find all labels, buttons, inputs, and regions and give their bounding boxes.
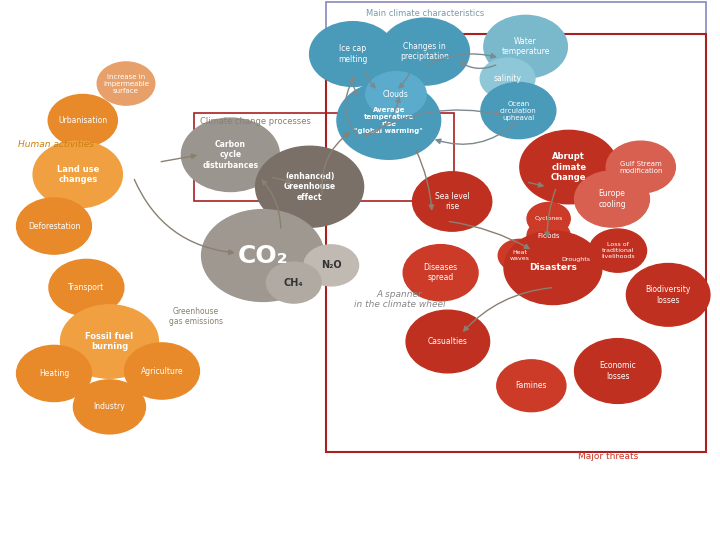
Text: Carbon
cycle
disturbances: Carbon cycle disturbances bbox=[202, 140, 258, 170]
Text: Land use
changes: Land use changes bbox=[57, 165, 99, 184]
Ellipse shape bbox=[527, 220, 570, 252]
Ellipse shape bbox=[17, 346, 91, 402]
Text: Changes in
precipitation: Changes in precipitation bbox=[400, 42, 449, 62]
Text: Casualties: Casualties bbox=[428, 337, 468, 346]
Ellipse shape bbox=[498, 239, 541, 272]
Ellipse shape bbox=[504, 231, 602, 305]
Text: Water
temperature: Water temperature bbox=[501, 37, 550, 56]
Text: Biodiversity
losses: Biodiversity losses bbox=[645, 285, 691, 305]
Text: Heat
waves: Heat waves bbox=[510, 250, 530, 261]
Ellipse shape bbox=[380, 18, 469, 85]
Ellipse shape bbox=[484, 15, 567, 78]
Ellipse shape bbox=[97, 62, 155, 105]
Ellipse shape bbox=[49, 259, 124, 315]
Text: Europe
cooling: Europe cooling bbox=[598, 190, 626, 209]
Ellipse shape bbox=[406, 310, 490, 373]
Ellipse shape bbox=[413, 172, 492, 231]
Text: Urbanisation: Urbanisation bbox=[58, 116, 107, 125]
Ellipse shape bbox=[304, 245, 359, 286]
Ellipse shape bbox=[73, 380, 145, 434]
Text: Clouds: Clouds bbox=[383, 90, 409, 99]
Text: Climate change processes: Climate change processes bbox=[200, 117, 311, 126]
Text: Average
temperature
rise
"global warming": Average temperature rise "global warming… bbox=[354, 107, 423, 134]
Ellipse shape bbox=[337, 82, 441, 159]
Text: Gulf Stream
modification: Gulf Stream modification bbox=[619, 160, 662, 173]
Text: salinity: salinity bbox=[494, 74, 521, 83]
Ellipse shape bbox=[181, 118, 279, 192]
Ellipse shape bbox=[17, 198, 91, 254]
Text: CO₂: CO₂ bbox=[238, 244, 288, 267]
Text: Transport: Transport bbox=[68, 283, 104, 292]
Ellipse shape bbox=[266, 262, 321, 303]
Text: Deforestation: Deforestation bbox=[28, 221, 80, 231]
Text: Loss of
traditional
livelihoods: Loss of traditional livelihoods bbox=[601, 242, 634, 259]
Text: Heating: Heating bbox=[39, 369, 69, 378]
Text: Disasters: Disasters bbox=[529, 264, 577, 272]
Text: Economic
losses: Economic losses bbox=[599, 361, 636, 381]
Ellipse shape bbox=[481, 83, 556, 139]
Ellipse shape bbox=[202, 210, 324, 301]
Text: Floods: Floods bbox=[537, 233, 560, 239]
Ellipse shape bbox=[589, 229, 647, 272]
Text: CH₄: CH₄ bbox=[284, 278, 304, 288]
Ellipse shape bbox=[480, 58, 535, 99]
Ellipse shape bbox=[48, 94, 117, 146]
Text: Main climate characteristics: Main climate characteristics bbox=[366, 9, 484, 18]
Text: Increase in
impermeable
surface: Increase in impermeable surface bbox=[103, 73, 149, 93]
Text: Climate change: processes, characteristics and threats. (2005). In UNEP/GRID-Are: Climate change: processes, characteristi… bbox=[6, 501, 720, 531]
Ellipse shape bbox=[527, 202, 570, 235]
Text: Greenhouse
gas emissions: Greenhouse gas emissions bbox=[168, 307, 223, 326]
Text: Major threats: Major threats bbox=[578, 451, 639, 461]
Text: N₂O: N₂O bbox=[321, 260, 341, 271]
Ellipse shape bbox=[497, 360, 566, 411]
Text: (enhanced)
Greenhouse
effect: (enhanced) Greenhouse effect bbox=[284, 172, 336, 201]
Ellipse shape bbox=[60, 305, 158, 378]
Ellipse shape bbox=[554, 243, 598, 275]
Text: Fossil fuel
burning: Fossil fuel burning bbox=[86, 332, 133, 351]
Text: Cyclones: Cyclones bbox=[534, 216, 563, 221]
Ellipse shape bbox=[403, 245, 478, 301]
Text: Droughts: Droughts bbox=[562, 257, 590, 262]
Ellipse shape bbox=[256, 146, 364, 227]
Ellipse shape bbox=[626, 264, 710, 326]
Ellipse shape bbox=[575, 339, 661, 403]
Text: Human activities: Human activities bbox=[18, 140, 94, 150]
Ellipse shape bbox=[520, 130, 618, 204]
Ellipse shape bbox=[125, 343, 199, 399]
Text: Industry: Industry bbox=[94, 402, 125, 411]
Bar bbox=[326, 35, 706, 452]
Ellipse shape bbox=[366, 72, 426, 117]
Text: Famines: Famines bbox=[516, 381, 547, 390]
Ellipse shape bbox=[310, 22, 396, 86]
Ellipse shape bbox=[33, 141, 122, 208]
Text: Abrupt
climate
Change: Abrupt climate Change bbox=[551, 152, 587, 182]
Text: A spanner
in the climate wheel: A spanner in the climate wheel bbox=[354, 290, 446, 309]
Text: Ocean
circulation
upheaval: Ocean circulation upheaval bbox=[500, 100, 537, 120]
Bar bbox=[194, 113, 454, 201]
Text: Diseases
spread: Diseases spread bbox=[423, 263, 458, 282]
Text: Agriculture: Agriculture bbox=[140, 367, 184, 375]
Text: Sea level
rise: Sea level rise bbox=[435, 192, 469, 211]
Ellipse shape bbox=[606, 141, 675, 193]
Bar bbox=[326, 3, 706, 35]
Text: Ice cap
melting: Ice cap melting bbox=[338, 44, 367, 64]
Ellipse shape bbox=[575, 171, 649, 227]
